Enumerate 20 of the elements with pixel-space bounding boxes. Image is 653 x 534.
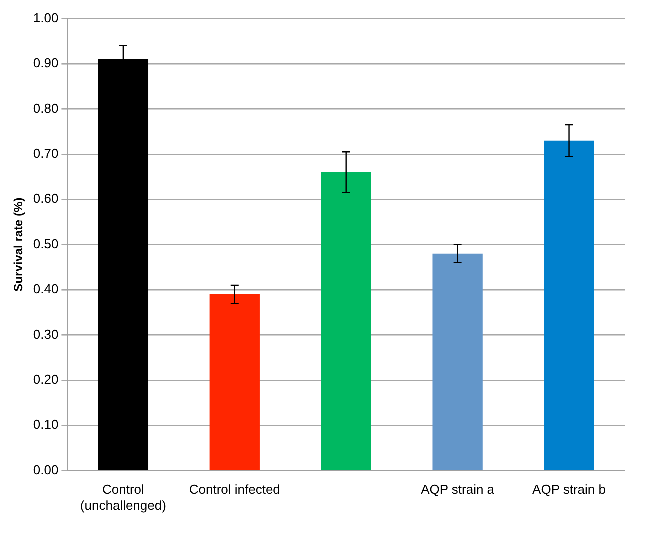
y-axis-title: Survival rate (%) (12, 198, 26, 292)
x-tick-label: AQP strain b (532, 482, 606, 498)
x-tick-label: Control (unchallenged) (80, 482, 166, 513)
y-tick-label: 0.20 (33, 372, 59, 387)
bar (210, 294, 260, 470)
y-tick-label: 0.30 (33, 326, 59, 342)
y-tick-label: 0.00 (33, 462, 59, 478)
y-tick-label: 1.00 (33, 10, 59, 26)
x-tick-label: AQP strain a (421, 482, 496, 498)
bar (544, 140, 594, 470)
y-tick-label: 0.80 (33, 100, 59, 116)
y-tick-label: 0.60 (33, 191, 59, 206)
y-tick-label: 0.90 (33, 56, 59, 71)
y-tick-label: 0.70 (33, 146, 59, 161)
y-tick-label: 0.50 (33, 236, 59, 252)
x-tick-label: Control infected (189, 482, 280, 498)
y-tick-label: 0.40 (33, 282, 59, 297)
y-tick-label: 0.10 (33, 417, 59, 432)
bar (432, 254, 483, 470)
bar (321, 172, 372, 470)
